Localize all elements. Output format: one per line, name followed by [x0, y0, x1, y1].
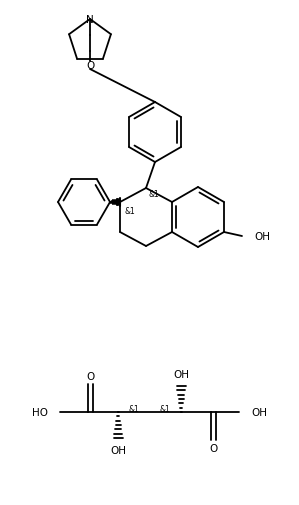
Text: &1: &1	[125, 206, 135, 215]
Text: HO: HO	[32, 407, 48, 417]
Text: OH: OH	[110, 445, 126, 455]
Text: &1: &1	[160, 405, 170, 414]
Text: OH: OH	[251, 407, 267, 417]
Text: O: O	[86, 61, 94, 71]
Text: OH: OH	[173, 369, 189, 379]
Text: OH: OH	[254, 231, 270, 241]
Text: O: O	[86, 371, 94, 381]
Text: N: N	[86, 15, 94, 25]
Text: &1: &1	[129, 405, 139, 414]
Text: O: O	[209, 443, 217, 453]
Text: &1: &1	[149, 189, 159, 198]
